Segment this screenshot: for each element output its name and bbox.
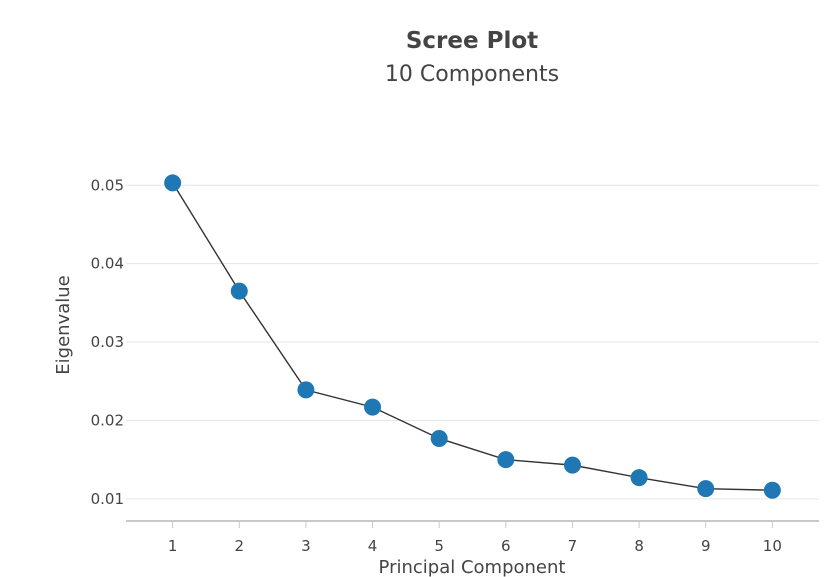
y-tick-label: 0.01 bbox=[91, 490, 124, 508]
x-tick-label: 6 bbox=[501, 537, 511, 555]
x-tick-label: 4 bbox=[368, 537, 378, 555]
y-tick-label: 0.02 bbox=[91, 411, 124, 429]
y-tick-label: 0.03 bbox=[91, 333, 124, 351]
x-tick-label: 9 bbox=[701, 537, 711, 555]
data-point bbox=[297, 381, 315, 399]
x-tick-label: 3 bbox=[301, 537, 311, 555]
data-point bbox=[164, 174, 182, 192]
grid-lines bbox=[126, 184, 819, 500]
data-point bbox=[697, 480, 715, 498]
y-tick-label: 0.04 bbox=[91, 255, 124, 273]
chart-subtitle: 10 Components bbox=[385, 62, 559, 87]
x-tick-label: 2 bbox=[235, 537, 245, 555]
data-point bbox=[230, 282, 248, 300]
data-point bbox=[497, 451, 515, 469]
y-axis-ticks: 0.01 0.02 0.03 0.04 0.05 bbox=[91, 176, 124, 508]
series-eigenvalue bbox=[164, 174, 781, 499]
y-axis-label: Eigenvalue bbox=[53, 275, 74, 374]
data-point bbox=[364, 398, 382, 416]
x-tick-label: 5 bbox=[434, 537, 444, 555]
y-tick-label: 0.05 bbox=[91, 176, 124, 194]
chart-title: Scree Plot bbox=[406, 28, 538, 54]
x-tick-label: 8 bbox=[634, 537, 644, 555]
x-tick-label: 7 bbox=[568, 537, 578, 555]
data-point bbox=[630, 469, 648, 487]
x-axis-label: Principal Component bbox=[379, 557, 566, 577]
data-point bbox=[430, 429, 448, 447]
data-point bbox=[763, 481, 781, 499]
x-axis: 1 2 3 4 5 6 7 8 9 10 bbox=[126, 520, 819, 555]
x-tick-label: 1 bbox=[168, 537, 178, 555]
series-line bbox=[172, 182, 773, 491]
x-tick-label: 10 bbox=[763, 537, 782, 555]
data-point bbox=[563, 456, 581, 474]
